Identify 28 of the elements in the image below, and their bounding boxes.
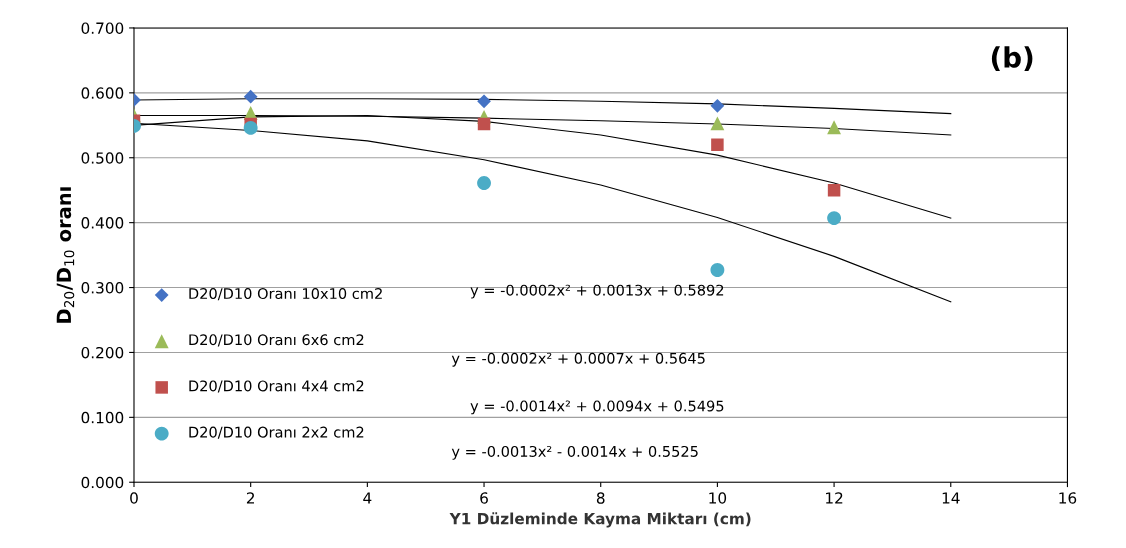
x-tick-label: 8 [596, 492, 605, 504]
y-tick-label: 0.400 [81, 217, 124, 229]
legend-label: D20/D10 Oranı 6x6 cm2 [189, 334, 364, 347]
x-tick-label: 4 [363, 492, 372, 504]
y-tick-label: 0.100 [81, 411, 124, 424]
x-axis-title: Y1 Düzleminde Kayma Miktarı (cm) [449, 512, 751, 528]
y-tick-label: 0.700 [81, 22, 124, 34]
text: (b) [991, 46, 1033, 72]
legend-label: D20/D10 Oranı 10x10 cm2 [189, 288, 382, 301]
x-tick-label: 16 [1059, 492, 1077, 504]
y-axis-title: D$_{20}$/D$_{10}$ oranı [56, 187, 75, 323]
legend-label: D20/D10 Oranı 4x4 cm2 [189, 380, 364, 393]
x-tick-label: 12 [826, 492, 843, 504]
y-tick-label: 0.300 [81, 282, 124, 294]
x-tick-label: 2 [246, 492, 255, 504]
y-tick-label: 0.500 [81, 152, 124, 164]
x-tick-label: 14 [942, 492, 960, 504]
x-tick-label: 10 [709, 492, 727, 504]
x-tick-label: 0 [130, 492, 138, 504]
x-tick-label: 6 [480, 492, 488, 504]
y-tick-label: 0.200 [81, 346, 124, 359]
annotation: y = -0.0013x² - 0.0014x + 0.5525 [451, 445, 698, 460]
annotation: y = -0.0002x² + 0.0007x + 0.5645 [451, 352, 705, 367]
y-tick-label: 0.600 [81, 87, 124, 99]
annotation: y = -0.0014x² + 0.0094x + 0.5495 [470, 400, 724, 415]
legend-label: D20/D10 Oranı 2x2 cm2 [189, 426, 364, 439]
annotation: y = -0.0002x² + 0.0013x + 0.5892 [470, 284, 724, 299]
y-tick-label: 0.000 [81, 476, 124, 489]
